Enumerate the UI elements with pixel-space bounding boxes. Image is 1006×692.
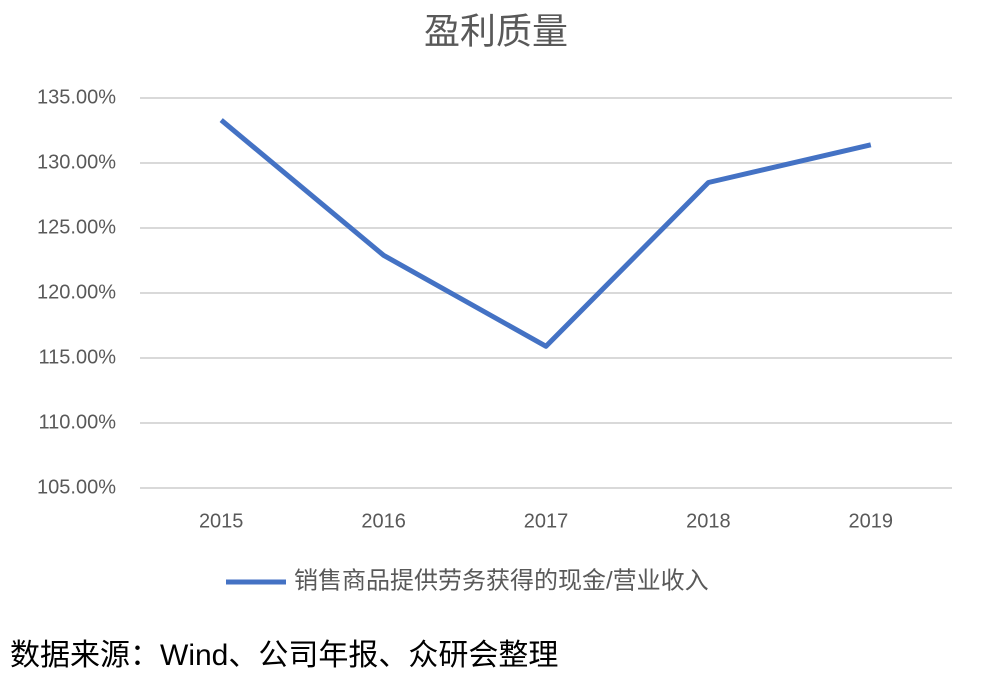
y-tick-label: 105.00% [37,476,116,498]
y-tick-label: 130.00% [37,151,116,173]
chart-title: 盈利质量 [424,11,568,52]
y-tick-label: 135.00% [37,86,116,108]
y-tick-label: 115.00% [39,346,117,368]
y-tick-label: 125.00% [37,216,116,238]
x-tick-label: 2019 [849,510,894,532]
x-tick-label: 2017 [524,510,569,532]
x-tick-label: 2016 [361,510,406,532]
x-tick-label: 2018 [686,510,731,532]
legend-label: 销售商品提供劳务获得的现金/营业收入 [294,567,709,594]
line-series [219,118,872,349]
source-note: 数据来源：Wind、公司年报、众研会整理 [10,639,558,672]
x-tick-label: 2015 [199,510,244,532]
y-tick-label: 110.00% [39,411,117,433]
y-tick-label: 120.00% [37,281,116,303]
